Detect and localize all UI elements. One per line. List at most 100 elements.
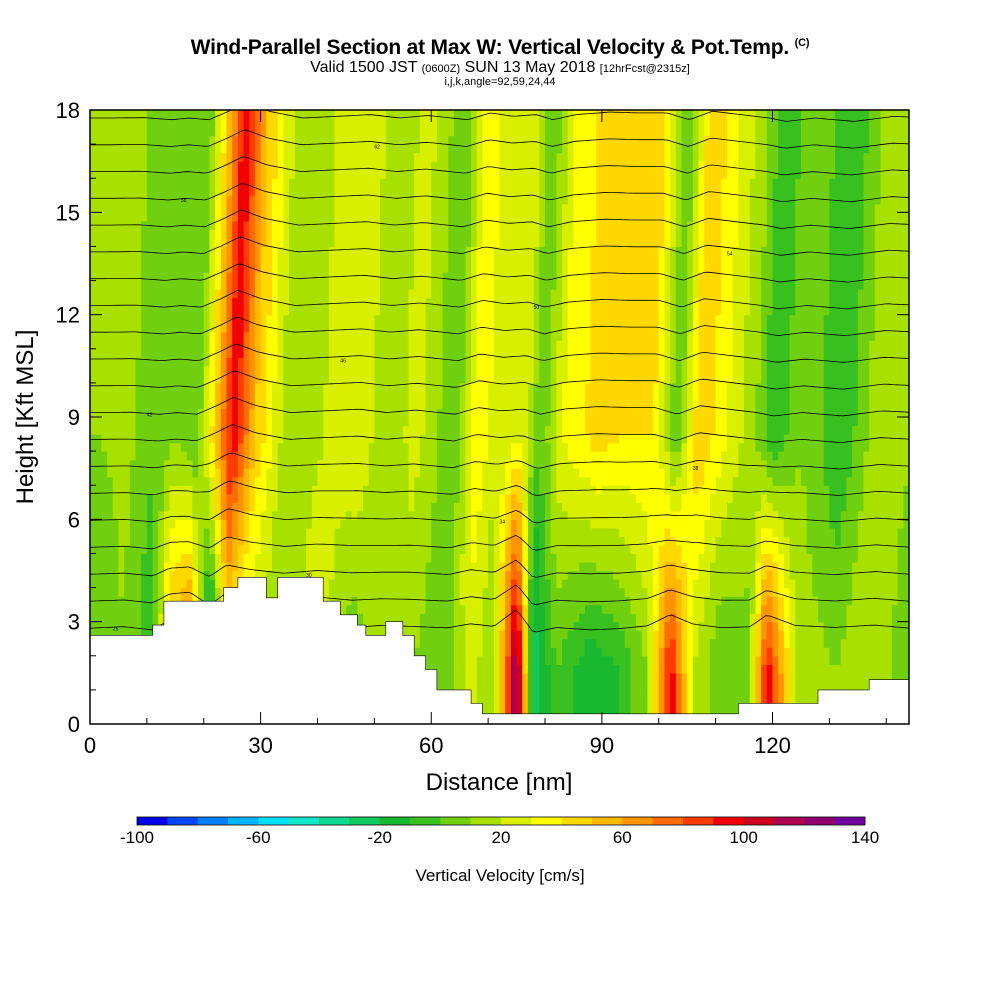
velocity-cell xyxy=(476,289,484,299)
velocity-cell xyxy=(442,186,449,196)
velocity-cell xyxy=(272,178,279,188)
velocity-cell xyxy=(397,519,404,529)
velocity-cell xyxy=(266,254,273,265)
velocity-cell xyxy=(340,229,347,239)
velocity-cell xyxy=(95,161,102,171)
velocity-cell xyxy=(368,297,375,307)
velocity-cell xyxy=(175,135,182,145)
velocity-cell xyxy=(146,314,154,324)
velocity-cell xyxy=(107,374,114,384)
velocity-cell xyxy=(249,314,256,324)
velocity-cell xyxy=(146,118,154,128)
velocity-cell xyxy=(363,178,370,188)
velocity-cell xyxy=(363,613,370,623)
velocity-cell xyxy=(340,127,347,137)
velocity-cell xyxy=(118,621,125,631)
velocity-cell xyxy=(374,527,381,537)
velocity-cell xyxy=(192,502,199,512)
velocity-cell xyxy=(294,144,302,154)
velocity-cell xyxy=(357,280,364,290)
velocity-cell xyxy=(431,186,438,196)
velocity-cell xyxy=(334,579,341,589)
velocity-cell xyxy=(317,110,324,120)
velocity-cell xyxy=(146,596,154,606)
velocity-cell xyxy=(220,365,228,375)
velocity-cell xyxy=(192,579,199,589)
velocity-cell xyxy=(232,135,239,145)
velocity-cell xyxy=(323,561,330,572)
velocity-cell xyxy=(448,681,455,691)
velocity-cell xyxy=(357,382,364,393)
velocity-cell xyxy=(380,579,387,589)
velocity-cell xyxy=(334,297,341,307)
velocity-cell xyxy=(459,357,466,367)
velocity-cell xyxy=(209,425,216,435)
velocity-cell xyxy=(391,468,398,478)
velocity-cell xyxy=(220,502,228,512)
velocity-cell xyxy=(243,144,250,154)
velocity-cell xyxy=(226,510,233,520)
velocity-cell xyxy=(334,399,341,410)
velocity-cell xyxy=(129,621,137,631)
velocity-cell xyxy=(260,425,267,435)
velocity-cell xyxy=(368,246,375,256)
velocity-cell xyxy=(408,476,415,486)
velocity-cell xyxy=(294,186,302,196)
velocity-cell xyxy=(146,178,154,188)
velocity-cell xyxy=(374,382,381,393)
velocity-cell xyxy=(118,144,125,154)
velocity-cell xyxy=(471,579,478,589)
velocity-cell xyxy=(124,459,131,469)
velocity-cell xyxy=(431,254,438,265)
velocity-cell xyxy=(311,417,319,427)
velocity-cell xyxy=(436,502,444,512)
velocity-cell xyxy=(357,331,364,341)
velocity-cell xyxy=(243,476,250,486)
velocity-cell xyxy=(243,382,250,393)
velocity-cell xyxy=(249,493,256,503)
velocity-cell xyxy=(181,340,188,350)
velocity-cell xyxy=(363,314,370,324)
velocity-cell xyxy=(408,374,415,384)
velocity-cell xyxy=(198,468,205,478)
velocity-cell xyxy=(198,272,205,282)
velocity-cell xyxy=(294,382,302,393)
velocity-cell xyxy=(135,365,142,375)
velocity-cell xyxy=(431,630,438,640)
velocity-cell xyxy=(152,510,159,520)
velocity-cell xyxy=(209,596,216,606)
velocity-cell xyxy=(357,254,364,265)
velocity-cell xyxy=(340,297,347,307)
velocity-cell xyxy=(226,442,233,452)
velocity-cell xyxy=(254,254,262,265)
velocity-cell xyxy=(448,604,455,614)
velocity-cell xyxy=(357,434,364,444)
velocity-cell xyxy=(101,186,108,196)
velocity-cell xyxy=(351,203,358,213)
velocity-cell xyxy=(357,544,364,555)
velocity-cell xyxy=(220,579,228,589)
velocity-cell xyxy=(328,544,336,555)
velocity-cell xyxy=(345,459,353,469)
velocity-cell xyxy=(459,553,466,563)
velocity-cell xyxy=(237,110,245,120)
velocity-cell xyxy=(101,561,108,572)
velocity-cell xyxy=(300,493,307,503)
velocity-cell xyxy=(152,237,159,248)
velocity-cell xyxy=(436,664,444,674)
velocity-cell xyxy=(368,417,375,427)
velocity-cell xyxy=(232,459,239,469)
velocity-cell xyxy=(363,570,370,580)
velocity-cell xyxy=(436,570,444,580)
velocity-cell xyxy=(340,152,347,162)
velocity-cell xyxy=(209,203,216,213)
velocity-cell xyxy=(391,306,398,316)
velocity-cell xyxy=(237,510,245,520)
velocity-cell xyxy=(243,365,250,375)
velocity-cell xyxy=(306,553,313,563)
velocity-cell xyxy=(471,655,478,665)
velocity-cell xyxy=(454,434,461,444)
velocity-cell xyxy=(414,536,421,546)
velocity-cell xyxy=(192,237,199,248)
velocity-cell xyxy=(141,476,148,486)
